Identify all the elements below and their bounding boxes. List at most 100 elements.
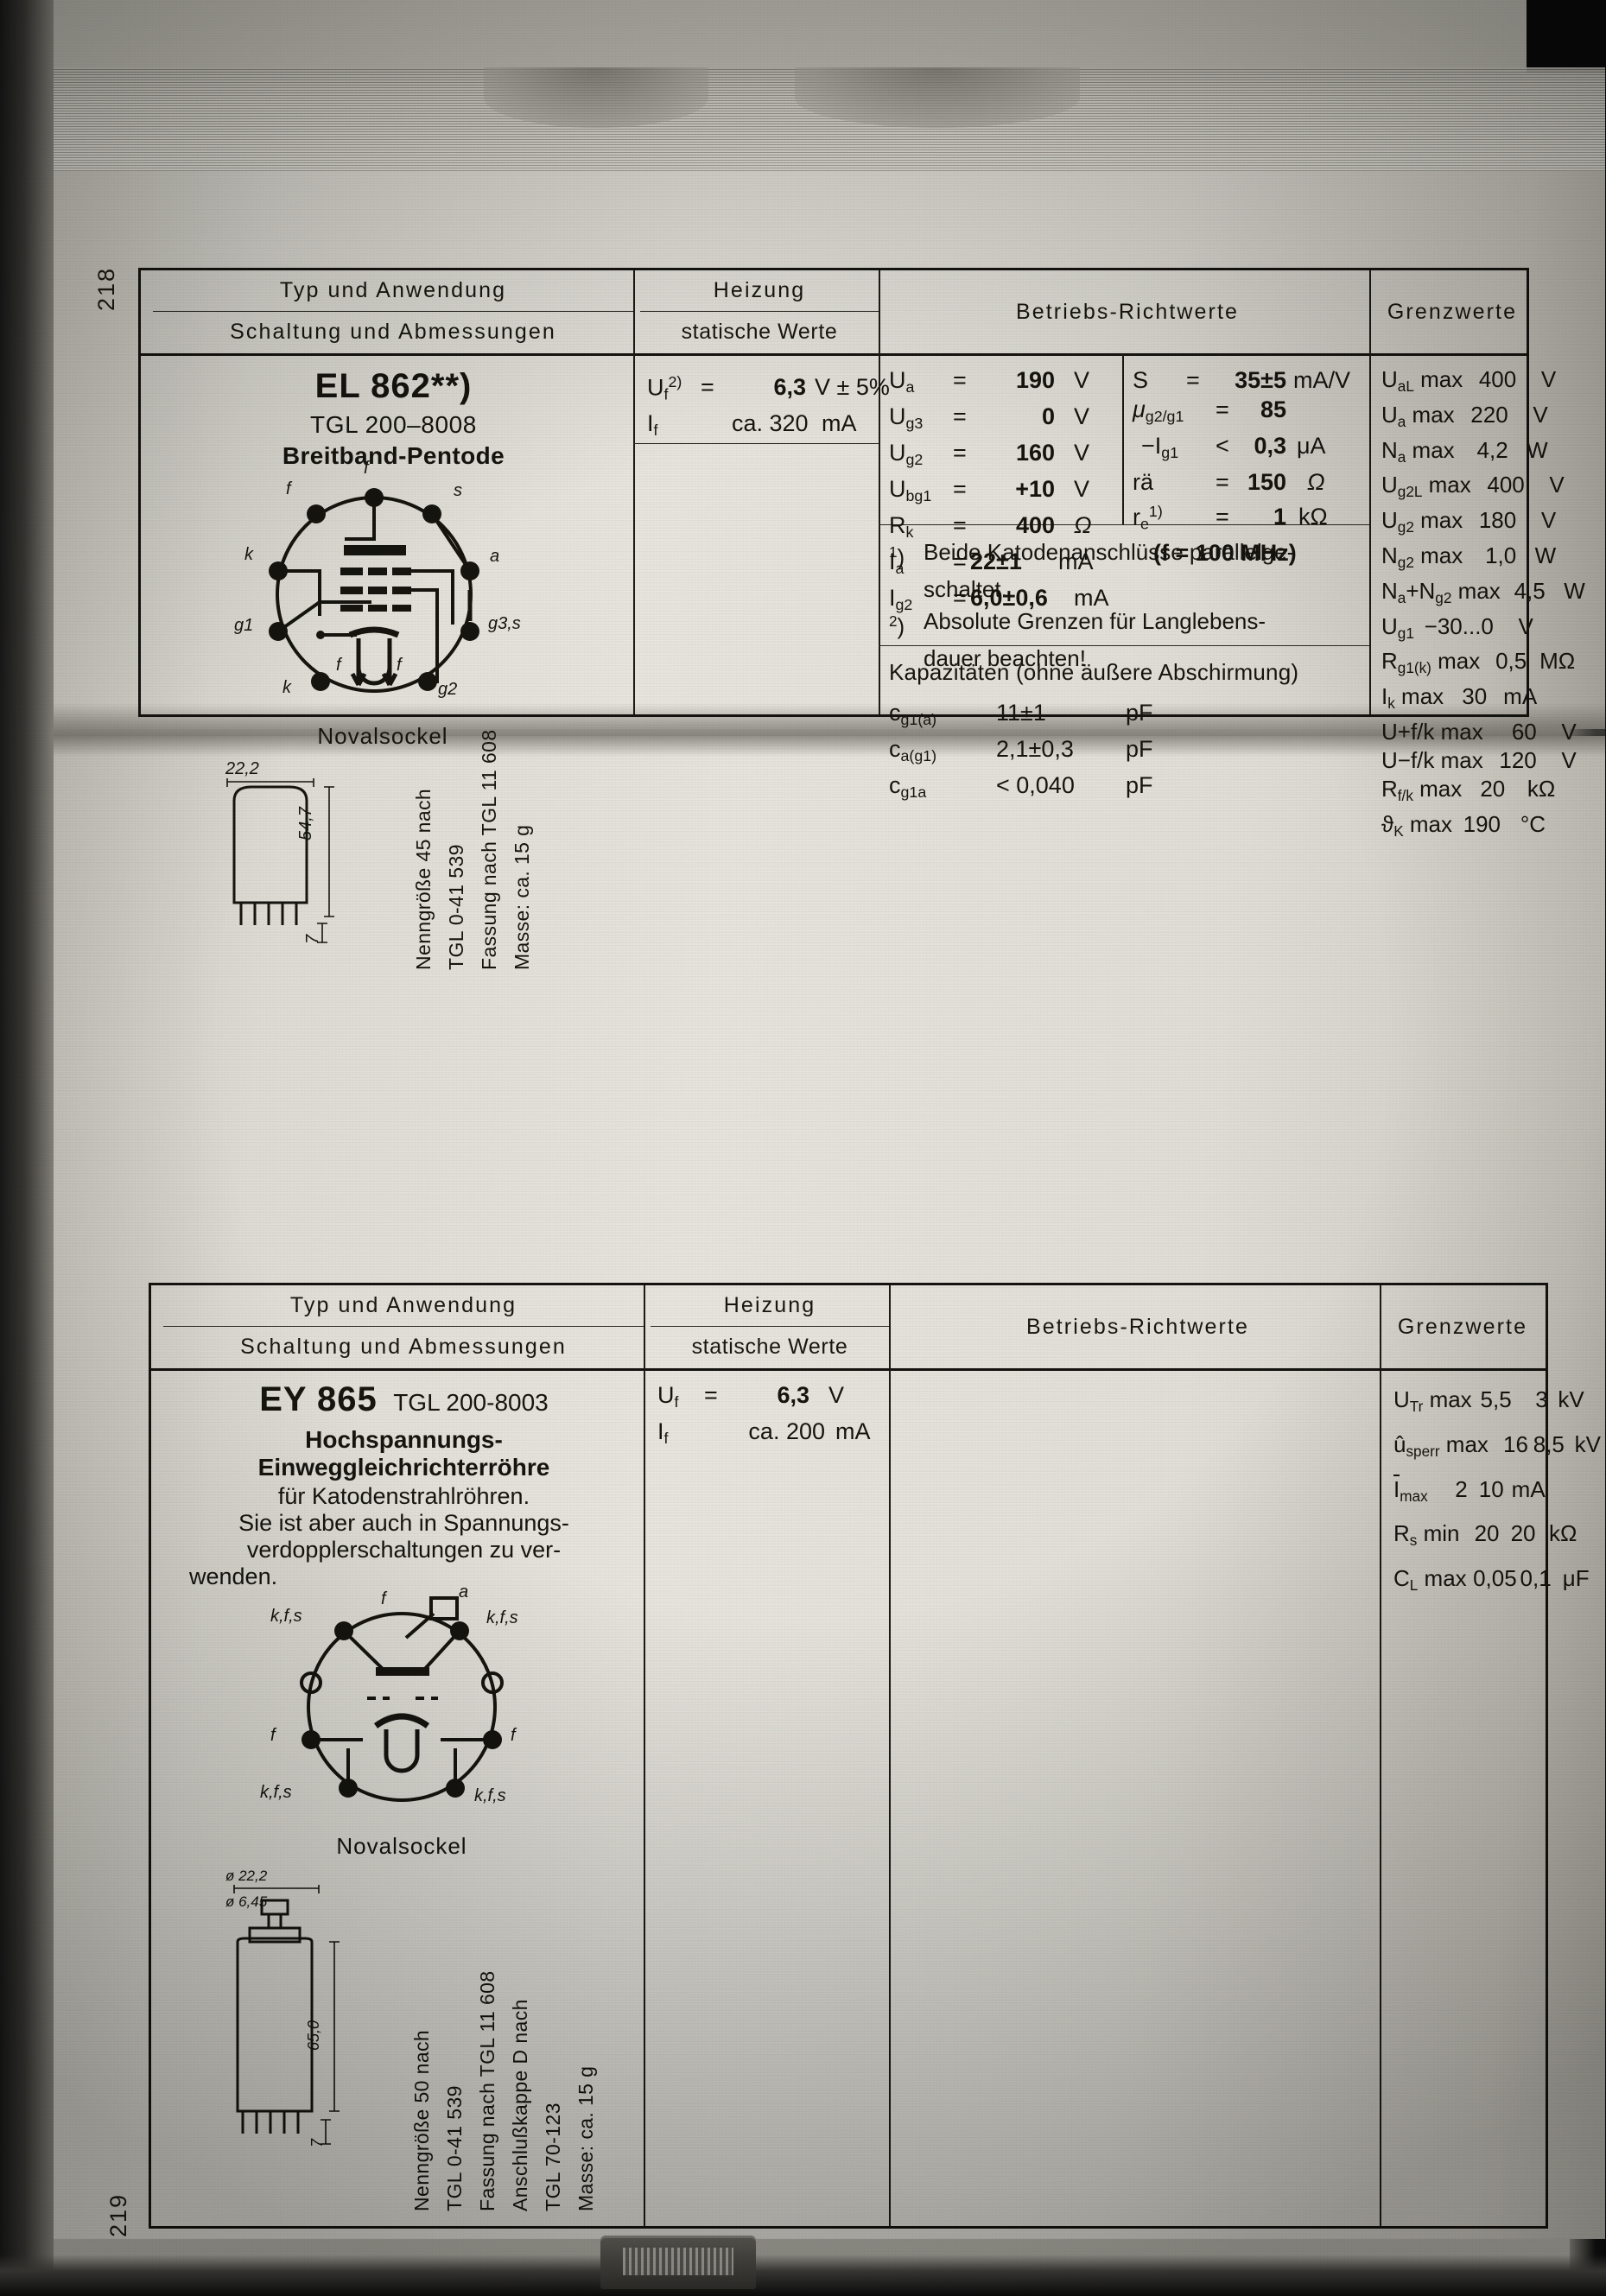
tube-desc-line2: Sie ist aber auch in Spannungs- (238, 1510, 569, 1536)
lim-ik-unit: mA (1503, 683, 1538, 710)
vcaption-masse-el862: Masse: ca. 15 g (511, 824, 533, 970)
lim-usperr-v2: 8,5 (1533, 1430, 1565, 1457)
header-betriebs-richtwerte-b: Betriebs-Richtwerte (1025, 1314, 1250, 1339)
lim-ug2-sym: Ug2 max (1381, 507, 1463, 536)
header-grenzwerte-b: Grenzwerte (1397, 1314, 1528, 1339)
lim-thetak-value: 190 (1463, 810, 1501, 837)
heating-if-symbol: If (647, 410, 658, 440)
table-header-row-bottom: Typ und Anwendung Schaltung und Abmessun… (151, 1285, 1546, 1371)
vcaption-fassung-ey865: Fassung nach TGL 11 608 (476, 1970, 498, 2211)
lim-cl-v1: 0,05 (1473, 1565, 1517, 1592)
cap-cg1a2-unit: pF (1126, 771, 1153, 798)
pin-label-g2: g2 (438, 680, 458, 699)
op-ubg1-sym: Ubg1 (889, 475, 932, 504)
op-ig1-unit: μA (1297, 432, 1326, 459)
limit-values-el862: UaL max 400 V Ua max 220 V Na max 4,2 W … (1381, 365, 1585, 846)
page-sheet-top (54, 73, 1605, 729)
dim-width-label: 22,2 (225, 759, 259, 778)
header-heizung: Heizung (713, 278, 806, 302)
heating-if-symbol-b: If (657, 1418, 669, 1447)
footnotes-el862: 1) Beide Katodenanschlüsse parallelge- s… (889, 536, 1366, 675)
op-rk-value: 400 (1015, 511, 1055, 538)
cap-cg1a-value: 11±1 (996, 700, 1046, 726)
footnote-1-text2: schaltet. (924, 575, 1007, 602)
heating-uf-symbol: Uf2) (647, 373, 682, 403)
lim-ual-value: 400 (1478, 366, 1517, 392)
op-re-unit: kΩ (1298, 504, 1328, 530)
pin-label-f-lower-right: f (397, 656, 402, 675)
table-header-row-top: Typ und Anwendung Schaltung und Abmessun… (141, 270, 1527, 356)
lim-thetak-unit: °C (1520, 810, 1546, 837)
lim-usperr-unit: kV (1574, 1430, 1601, 1457)
lim-ik-sym: Ik max (1381, 683, 1444, 712)
socket-diagram-el862: f f s k a g1 g3,s k f f g2 (219, 459, 530, 711)
book-bottom-shadow (0, 2255, 1606, 2296)
op-ua-sym: Ua (889, 367, 915, 396)
vcaption-tgl70-ey865: TGL 70-123 (542, 2103, 564, 2211)
header-betriebs-richtwerte: Betriebs-Richtwerte (1015, 299, 1240, 324)
heating-if-value-b: ca. 200 (748, 1418, 825, 1444)
divider-col1-col2-b (644, 1368, 645, 2226)
operating-values-left-el862: Ua = 190 V Ug3 = 0 V Ug2 = 160 V Ubg1 = +10 … (889, 365, 1120, 619)
head-notch-1 (484, 67, 708, 128)
lim-utr-unit: kV (1558, 1386, 1584, 1412)
lim-usperr-v1: 16 (1502, 1430, 1528, 1457)
lim-ual-unit: V (1540, 366, 1557, 392)
op-mu-sym: μg2/g1 (1133, 396, 1184, 425)
op-ubg1-unit: V (1074, 475, 1090, 502)
cap-cag1-value: 2,1±0,3 (996, 735, 1074, 762)
tube-standard-b: TGL 200-8003 (393, 1389, 549, 1416)
lim-rg1k-value: 0,5 (1495, 648, 1527, 675)
pin-label-f-top-b: f (381, 1589, 386, 1608)
lim-ufk-plus-unit: V (1561, 718, 1577, 745)
lim-cl-v2: 0,1 (1520, 1565, 1552, 1592)
capacitance-title: Kapazitäten (ohne äußere Abschirmung) (889, 659, 1299, 685)
op-ra-unit: Ω (1307, 468, 1325, 495)
lim-ua-unit: V (1533, 401, 1548, 428)
divider-col1-col2 (633, 353, 635, 714)
book-left-edge (0, 0, 54, 2296)
lim-cl-unit: μF (1562, 1565, 1590, 1592)
dim-d2-label-b: ø 6,45 (225, 1893, 268, 1910)
op-ua-value: 190 (1015, 367, 1055, 393)
lim-rfk-value: 20 (1480, 775, 1506, 802)
dimension-drawing-ey865: ø 22,2 ø 6,45 65,0 7 (196, 1868, 403, 2184)
op-s-sym: S (1133, 367, 1149, 393)
header-typ-und-anwendung-b: Typ und Anwendung (289, 1293, 517, 1317)
pin-label-g1: g1 (234, 616, 254, 635)
heating-block-ey865: Uf = 6,3 V If ca. 200 mA (657, 1380, 884, 1453)
op-ia-value: 22±1 (970, 548, 1022, 574)
lim-ug1-unit: V (1518, 612, 1533, 639)
type-block-ey865: EY 865 TGL 200-8003 Hochspannungs- Einwe… (168, 1380, 639, 1590)
op-ig2-sym: Ig2 (889, 584, 913, 613)
type-block-el862: EL 862**) TGL 200–8008 Breitband-Pentode (158, 367, 629, 470)
pin-label-k-upper: k (244, 545, 253, 564)
page-number-bottom: 219 (105, 2192, 131, 2237)
lim-imax-v2: 10 (1478, 1475, 1504, 1502)
dimension-drawing-el862: 22,2 54,7 7 (193, 759, 400, 970)
op-ra-sym: rä (1133, 468, 1154, 495)
op-ia-unit: mA (1058, 548, 1094, 574)
lim-rg1k-sym: Rg1(k) max (1381, 648, 1481, 677)
pin-label-a: a (490, 547, 500, 566)
lim-rfk-sym: Rf/k max (1381, 775, 1463, 804)
dim-lead-label: 7 (303, 934, 322, 944)
heating-uf-unit-b: V (828, 1382, 845, 1408)
pin-label-f-left: f (270, 1726, 276, 1745)
lim-ufk-plus-sym: U+f/k max (1381, 718, 1483, 745)
lim-ug2l-sym: Ug2L max (1381, 472, 1471, 501)
lim-ng2-value: 1,0 (1485, 542, 1517, 568)
divider-col3-col4-b (1380, 1368, 1381, 2226)
op-ra-value: 150 (1247, 468, 1286, 495)
lim-ual-sym: UaL max (1381, 366, 1463, 395)
tube-desc-line3: verdopplerschaltungen zu ver- (246, 1537, 562, 1563)
vcaption-tgl0-el862: TGL 0-41 539 (445, 844, 467, 970)
header-grenzwerte: Grenzwerte (1387, 299, 1518, 324)
datasheet-table-el862: Typ und Anwendung Schaltung und Abmessun… (138, 268, 1585, 970)
header-typ-und-anwendung: Typ und Anwendung (279, 278, 507, 302)
pin-label-f-lower-left: f (336, 656, 341, 675)
header-statische-werte-b: statische Werte (691, 1335, 848, 1359)
lim-utr-v2: 3 (1535, 1386, 1548, 1412)
heating-if-unit: mA (822, 410, 857, 437)
book-clasp (600, 2236, 756, 2289)
